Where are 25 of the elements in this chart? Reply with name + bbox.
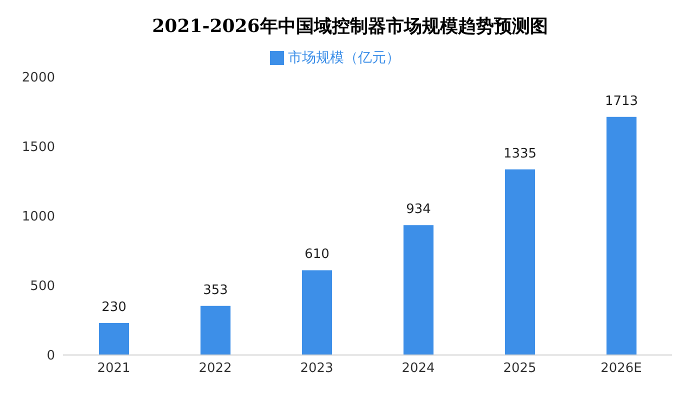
data-label: 353 [203, 282, 228, 298]
data-label: 230 [102, 300, 126, 316]
x-tick-label: 2021 [97, 361, 130, 376]
y-tick-label: 1500 [22, 140, 55, 156]
bar [404, 225, 434, 355]
bar [99, 323, 129, 355]
legend-label: 市场规模（亿元） [288, 50, 400, 66]
y-tick-label: 2000 [22, 70, 55, 86]
x-tick-label: 2025 [503, 361, 536, 376]
data-label: 934 [406, 202, 431, 218]
bar [606, 116, 636, 355]
x-tick-label: 2026E [600, 361, 642, 376]
y-tick-label: 1000 [22, 210, 55, 225]
y-tick-label: 0 [46, 348, 55, 364]
x-tick-label: 2023 [300, 361, 334, 376]
chart-title: 2021-2026年中国域控制器市场规模趋势预测图 [151, 15, 549, 39]
x-tick-label: 2024 [402, 361, 435, 376]
x-tick-label: 2022 [198, 361, 232, 376]
bar [505, 169, 535, 355]
y-tick-label: 500 [30, 279, 55, 294]
data-label: 1335 [503, 146, 537, 162]
data-label: 610 [304, 247, 330, 262]
data-label: 1713 [604, 94, 638, 109]
bar [200, 306, 230, 355]
bar [302, 270, 332, 355]
